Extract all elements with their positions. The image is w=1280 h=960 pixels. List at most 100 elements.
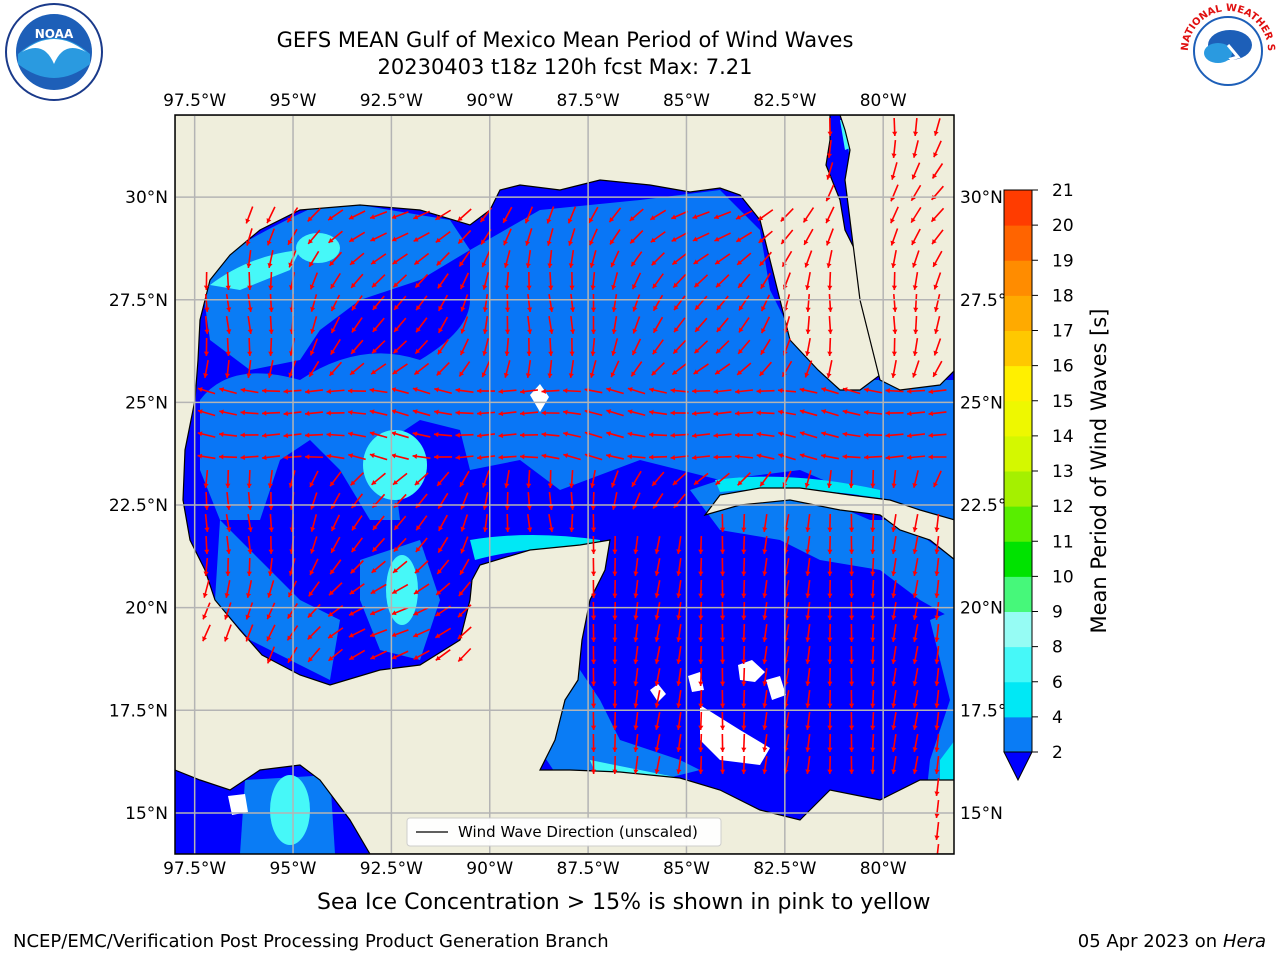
wind-arrow [609,229,621,245]
wind-arrow [693,253,709,265]
wind-arrow [762,579,768,599]
wind-arrow [651,471,665,487]
wind-arrow [890,162,898,180]
wind-arrow [892,293,898,313]
wind-arrow [778,409,796,416]
wind-arrow [519,410,539,416]
wind-arrow [435,231,451,243]
wind-arrow [805,733,811,753]
noaa-logo: NOAA [5,3,103,101]
wind-arrow [481,360,491,378]
lat-tick-label-left: 25°N [125,393,168,413]
wind-arrow [805,338,811,356]
wind-arrow [734,432,754,438]
wind-arrow [892,315,898,335]
wind-arrow [805,755,811,775]
wind-arrow [204,491,210,511]
lon-tick-label-bottom: 97.5°W [163,859,226,879]
wind-arrow [805,645,811,665]
wind-arrow [503,250,511,268]
wind-arrow [805,579,811,599]
wind-arrow [891,689,897,709]
lat-tick-label-left: 15°N [125,804,168,824]
wind-arrow [457,208,472,222]
wind-arrow [891,139,897,159]
wind-arrow [349,252,365,266]
wind-arrow [437,294,449,312]
wind-arrow [737,273,751,289]
wind-arrow [393,317,407,333]
wind-arrow [891,557,897,577]
wind-arrow [261,432,281,439]
wind-arrow [934,645,940,665]
wind-arrow [548,293,554,313]
wind-arrow [304,454,324,460]
wind-arrow [611,492,618,510]
noaa-logo-text: NOAA [35,27,74,41]
wind-arrow [590,491,596,511]
wind-arrow [433,432,453,438]
wind-arrow [827,337,833,357]
wind-arrow [633,755,639,775]
wind-arrow [654,756,661,774]
wind-arrow [737,472,751,486]
wind-arrow [482,272,490,290]
wind-arrow [391,387,409,395]
wind-arrow [805,513,811,533]
wind-arrow [691,410,711,416]
wind-arrow [713,432,732,439]
colorbar-tick-label: 9 [1052,603,1063,623]
wind-arrow [826,162,834,180]
wind-arrow [246,580,253,598]
wind-arrow [933,272,942,290]
wind-arrow [698,623,704,643]
wind-arrow [912,712,919,730]
wind-arrow [460,294,469,312]
wind-arrow [203,557,209,577]
wind-arrow [434,627,452,639]
wind-arrow [676,755,682,775]
wind-arrow [757,209,774,221]
wind-arrow [504,315,511,335]
wind-arrow [906,433,926,439]
wind-arrow [863,454,883,460]
wind-arrow [247,271,253,291]
wind-arrow [912,271,919,291]
wind-arrow [268,271,274,291]
wind-arrow [455,410,474,416]
wind-arrow [848,601,855,621]
wind-arrow [676,733,682,753]
wind-arrow [698,579,704,599]
wind-arrow [541,453,560,460]
wind-arrow [455,454,474,461]
wind-arrow [225,557,231,577]
wind-arrow [371,560,386,574]
wind-arrow [482,492,489,510]
wind-arrow [676,667,682,687]
wind-arrow [246,469,252,489]
wind-arrow [328,582,343,596]
wind-arrow [870,667,876,687]
wind-arrow [351,515,363,531]
wind-arrow [562,409,582,416]
wind-arrow [197,431,216,438]
wind-arrow [799,409,818,417]
wind-arrow [606,409,624,417]
lat-tick-label-right: 20°N [960,599,1003,619]
wind-arrow [651,362,665,376]
colorbar-segment [1004,365,1032,402]
legend-label: Wind Wave Direction (unscaled) [458,823,698,841]
lon-tick-label-bottom: 82.5°W [753,859,816,879]
wind-arrow [202,580,210,598]
wind-arrow [891,645,897,665]
wind-arrow [633,623,639,643]
wind-arrow [630,251,643,267]
wind-arrow [933,118,941,136]
wind-arrow [804,360,813,378]
wind-arrow [825,206,835,224]
wind-arrow [504,337,510,357]
wind-arrow [649,387,667,394]
wind-arrow [268,513,274,533]
wind-arrow [458,361,471,377]
